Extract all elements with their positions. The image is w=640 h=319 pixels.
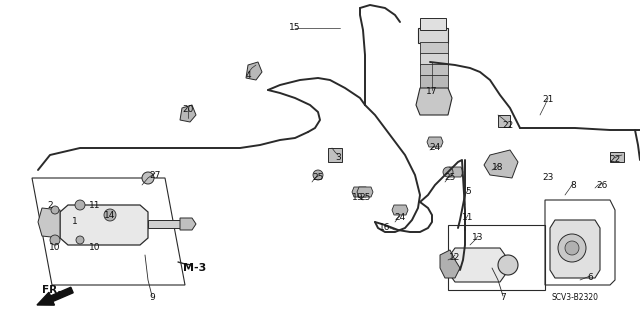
Polygon shape <box>416 88 452 115</box>
Text: 25: 25 <box>359 194 371 203</box>
Bar <box>418 28 448 43</box>
Text: 22: 22 <box>502 121 514 130</box>
Text: 24: 24 <box>429 144 440 152</box>
Text: 3: 3 <box>335 152 341 161</box>
Text: 10: 10 <box>89 242 100 251</box>
Circle shape <box>313 170 323 180</box>
Polygon shape <box>38 208 60 238</box>
Bar <box>420 64 448 76</box>
Text: 25: 25 <box>444 174 456 182</box>
Polygon shape <box>427 137 443 147</box>
Text: 19: 19 <box>352 194 364 203</box>
Text: 11: 11 <box>89 201 100 210</box>
FancyArrow shape <box>37 287 73 305</box>
Text: 21: 21 <box>542 95 554 105</box>
Polygon shape <box>392 205 408 215</box>
Text: 10: 10 <box>49 242 61 251</box>
Text: 13: 13 <box>472 234 484 242</box>
Text: 2: 2 <box>47 201 53 210</box>
Circle shape <box>142 172 154 184</box>
Text: M-3: M-3 <box>184 263 207 273</box>
Text: 26: 26 <box>596 181 608 189</box>
Circle shape <box>558 234 586 262</box>
Bar <box>148 220 180 228</box>
Bar <box>610 152 624 162</box>
Bar <box>420 75 448 89</box>
Bar <box>420 42 448 54</box>
Text: FR.: FR. <box>42 285 61 295</box>
Circle shape <box>443 167 453 177</box>
Text: 8: 8 <box>570 181 576 189</box>
Circle shape <box>565 241 579 255</box>
Polygon shape <box>246 62 262 80</box>
Text: 4: 4 <box>245 70 251 79</box>
Text: 18: 18 <box>492 164 504 173</box>
Circle shape <box>76 236 84 244</box>
Circle shape <box>104 209 116 221</box>
Text: 17: 17 <box>426 87 438 97</box>
Text: 5: 5 <box>465 188 471 197</box>
Bar <box>498 115 510 127</box>
Polygon shape <box>180 105 196 122</box>
Polygon shape <box>60 205 148 245</box>
Text: 11: 11 <box>462 213 474 222</box>
Polygon shape <box>357 187 373 197</box>
Text: 6: 6 <box>587 273 593 283</box>
Polygon shape <box>484 150 518 178</box>
Polygon shape <box>450 248 505 282</box>
Text: 25: 25 <box>312 174 324 182</box>
Bar <box>420 18 446 30</box>
Polygon shape <box>352 187 368 197</box>
Text: 24: 24 <box>394 213 406 222</box>
Text: 15: 15 <box>289 24 301 33</box>
Text: 27: 27 <box>149 170 161 180</box>
Bar <box>420 53 448 65</box>
Bar <box>328 148 342 162</box>
Text: 14: 14 <box>104 211 116 219</box>
Circle shape <box>75 200 85 210</box>
Polygon shape <box>180 218 196 230</box>
Polygon shape <box>447 167 463 177</box>
Text: 23: 23 <box>542 174 554 182</box>
Circle shape <box>498 255 518 275</box>
Circle shape <box>51 206 59 214</box>
Circle shape <box>50 235 60 245</box>
Text: 7: 7 <box>500 293 506 302</box>
Polygon shape <box>550 220 600 278</box>
Text: 20: 20 <box>182 106 194 115</box>
Text: 1: 1 <box>72 218 78 226</box>
Text: 9: 9 <box>149 293 155 302</box>
Text: 16: 16 <box>380 224 391 233</box>
Text: 22: 22 <box>609 155 621 165</box>
Text: SCV3-B2320: SCV3-B2320 <box>552 293 598 302</box>
Polygon shape <box>440 250 460 278</box>
Text: 12: 12 <box>449 254 461 263</box>
